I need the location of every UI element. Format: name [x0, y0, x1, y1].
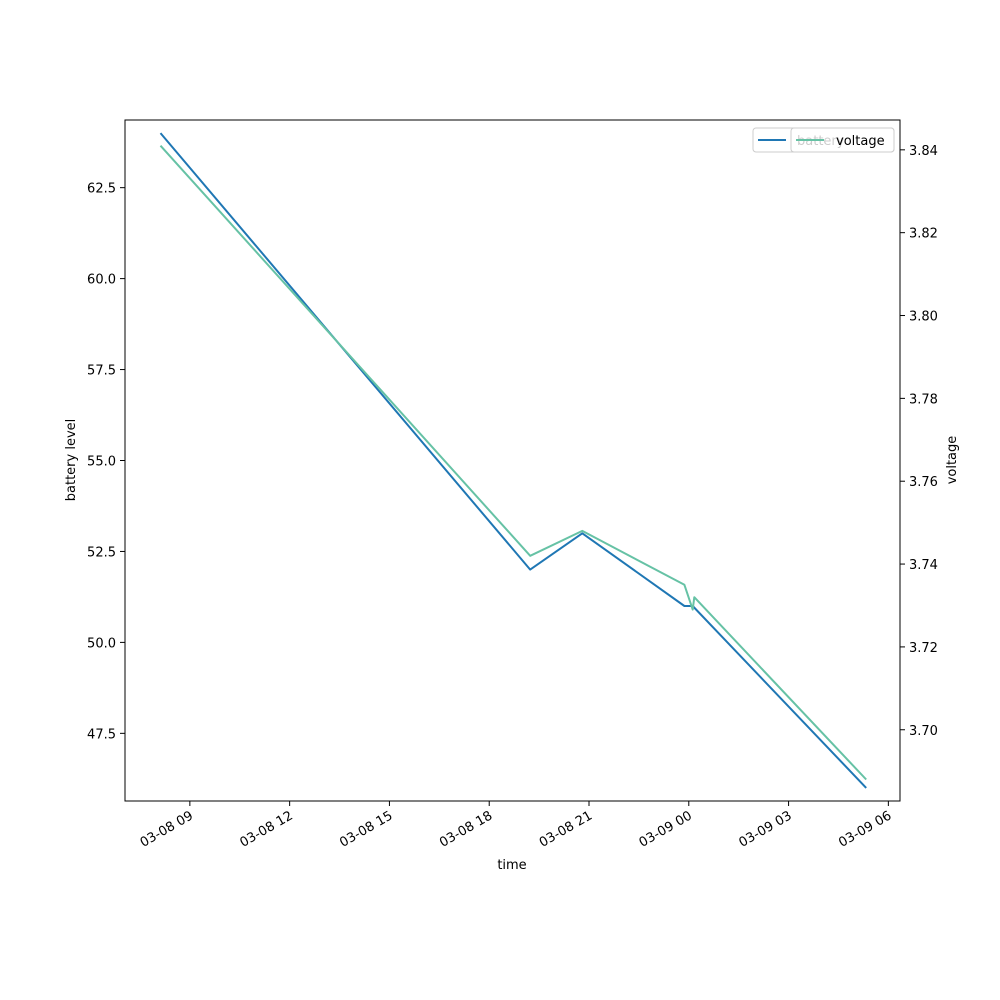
y-left-tick-label: 62.5 [87, 182, 116, 197]
series-line-voltage [159, 145, 867, 781]
y-right-tick-label: 3.72 [909, 641, 938, 656]
y-left-tick-label: 52.5 [87, 545, 116, 560]
x-axis-label: time [497, 858, 526, 873]
y-right-tick-label: 3.82 [909, 227, 938, 242]
y-left-tick-label: 55.0 [87, 455, 116, 470]
y-left-tick-label: 57.5 [87, 364, 116, 379]
plot-area [159, 132, 867, 789]
y-left-tick-label: 47.5 [87, 727, 116, 742]
legend-voltage-label: voltage [836, 134, 885, 149]
y-right-tick-label: 3.78 [909, 392, 938, 407]
y-right-tick-label: 3.84 [909, 144, 938, 159]
y-right-tick-label: 3.76 [909, 475, 938, 490]
y-axis-left-label: battery level [64, 419, 79, 502]
y-left-tick-label: 60.0 [87, 273, 116, 288]
y-axis-right-label: voltage [945, 436, 960, 485]
legend-voltage: voltage [790, 127, 895, 153]
series-line-battery [159, 132, 867, 789]
y-right-tick-label: 3.80 [909, 310, 938, 325]
y-axis-left: 47.5 50.0 52.5 55.0 57.5 60.0 62.5 [87, 182, 125, 742]
y-axis-right: 3.70 3.72 3.74 3.76 3.78 3.80 3.82 3.84 [900, 144, 938, 739]
y-right-tick-label: 3.74 [909, 558, 938, 573]
y-left-tick-label: 50.0 [87, 636, 116, 651]
legend-voltage-box [790, 127, 895, 153]
y-right-tick-label: 3.70 [909, 724, 938, 739]
